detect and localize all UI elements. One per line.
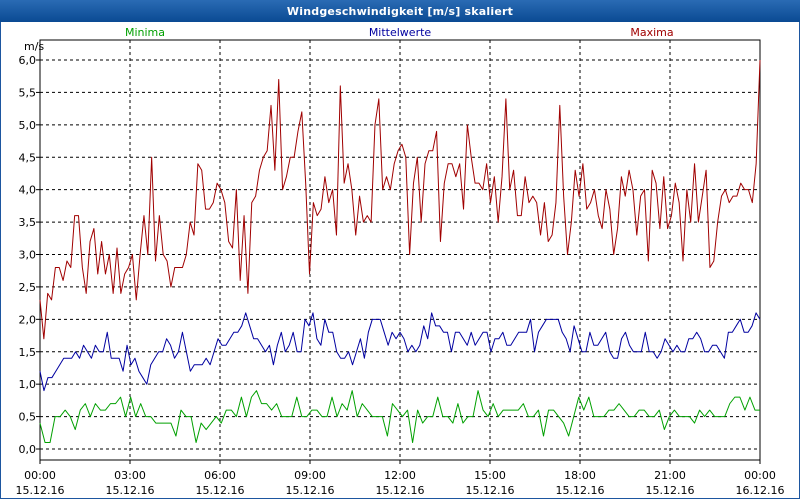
- x-tick-time-label: 00:00: [24, 469, 56, 482]
- legend-minima: Minima: [125, 26, 165, 39]
- y-tick-label: 3,5: [19, 216, 37, 229]
- series-line-minima: [39, 390, 760, 444]
- x-tick-time-label: 09:00: [294, 469, 326, 482]
- y-tick-label: 0,5: [19, 411, 37, 424]
- y-tick-label: 6,0: [19, 54, 37, 67]
- x-tick-time-label: 12:00: [384, 469, 416, 482]
- series-line-mittelwerte: [39, 312, 761, 392]
- y-tick-label: 5,0: [19, 119, 37, 132]
- x-tick-time-label: 18:00: [564, 469, 596, 482]
- x-tick-date-label: 15.12.16: [556, 484, 605, 497]
- y-tick-label: 0,0: [19, 443, 37, 456]
- y-tick-label: 3,0: [19, 249, 37, 262]
- x-tick-time-label: 00:00: [744, 469, 776, 482]
- legend-mittelwerte: Mittelwerte: [369, 26, 432, 39]
- x-tick-date-label: 15.12.16: [466, 484, 515, 497]
- x-tick-date-label: 16.12.16: [736, 484, 785, 497]
- y-axis-unit-label: m/s: [24, 40, 44, 53]
- x-tick-time-label: 06:00: [204, 469, 236, 482]
- x-tick-date-label: 15.12.16: [646, 484, 695, 497]
- x-tick-date-label: 15.12.16: [376, 484, 425, 497]
- x-tick-date-label: 15.12.16: [16, 484, 65, 497]
- series-line-maxima: [39, 59, 761, 340]
- x-tick-time-label: 21:00: [654, 469, 686, 482]
- x-tick-time-label: 03:00: [114, 469, 146, 482]
- x-tick-date-label: 15.12.16: [286, 484, 335, 497]
- y-tick-label: 4,5: [19, 151, 37, 164]
- y-tick-label: 1,0: [19, 378, 37, 391]
- y-tick-label: 1,5: [19, 346, 37, 359]
- y-tick-label: 2,5: [19, 281, 37, 294]
- window-title: Windgeschwindigkeit [m/s] skaliert: [0, 0, 800, 22]
- x-tick-date-label: 15.12.16: [106, 484, 155, 497]
- legend-maxima: Maxima: [630, 26, 673, 39]
- x-tick-date-label: 15.12.16: [196, 484, 245, 497]
- y-tick-label: 5,5: [19, 86, 37, 99]
- y-tick-label: 2,0: [19, 313, 37, 326]
- y-tick-label: 4,0: [19, 184, 37, 197]
- x-tick-time-label: 15:00: [474, 469, 506, 482]
